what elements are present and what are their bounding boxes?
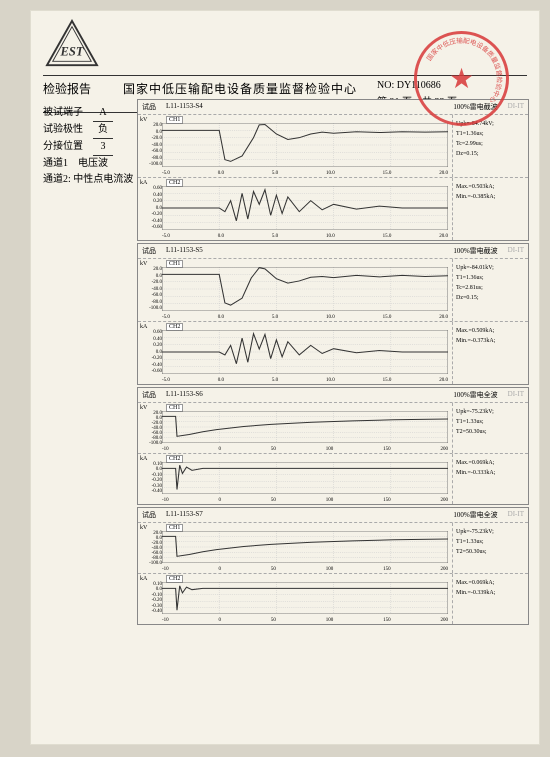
x-ticks: -5.00.05.010.015.020.0: [162, 378, 448, 383]
chart-block: 试品 L11-1153-S7 100%雷电全波 DI-IT kV CH1 20.…: [137, 507, 529, 625]
waveform-plot: [162, 330, 448, 374]
chart-row-ch2: kA CH2 0.600.400.200.0-0.20-0.40-0.60 -5…: [138, 178, 528, 240]
y-ticks: 0.100.0-0.10-0.20-0.30-0.40: [140, 462, 162, 494]
est-logo: EST: [43, 19, 101, 74]
terminal-value: A: [93, 105, 113, 122]
sample-label: 试品: [142, 246, 156, 256]
tag: DI-IT: [508, 246, 524, 256]
waveform-plot: [162, 411, 448, 443]
waveform-plot: [162, 267, 448, 311]
x-ticks: -10050100150200: [162, 618, 448, 623]
sample-id: L11-1153-S4: [166, 102, 203, 112]
waveform-plot: [162, 186, 448, 230]
wave-label: 100%雷电全波: [453, 510, 497, 520]
sample-id: L11-1153-S5: [166, 246, 203, 256]
chart-block: 试品 L11-1153-S5 100%雷电截波 DI-IT kV CH1 20.…: [137, 243, 529, 385]
tag: DI-IT: [508, 510, 524, 520]
info-box: Upk=-75.23kV;T1=1.33us;T2=50.30us;: [452, 403, 528, 453]
x-ticks: -10050100150200: [162, 567, 448, 572]
chart-row-ch1: kV CH1 20.00.0-20.0-40.0-60.0-80.0-100.0…: [138, 523, 528, 573]
x-ticks: -5.00.05.010.015.020.0: [162, 315, 448, 320]
ch2-desc: 通道2: 中性点电流波: [43, 172, 133, 188]
y-ticks: 0.100.0-0.10-0.20-0.30-0.40: [140, 582, 162, 614]
sample-label: 试品: [142, 102, 156, 112]
plot-area: kV CH1 20.00.0-20.0-40.0-60.0-80.0-100.0…: [138, 259, 452, 321]
wave-label: 100%雷电截波: [453, 246, 497, 256]
info-box: Upk=-75.23kV;T1=1.33us;T2=50.30us;: [452, 523, 528, 573]
y-ticks: 20.00.0-20.0-40.0-60.0-80.0-100.0: [140, 267, 162, 311]
tap-value: 3: [93, 139, 113, 156]
side-info: 被试端子A 试验极性负 分接位置3 通道1 电压波 通道2: 中性点电流波: [43, 105, 133, 188]
plot-area: kV CH1 20.00.0-20.0-40.0-60.0-80.0-100.0…: [138, 115, 452, 177]
sample-label: 试品: [142, 390, 156, 400]
y-ticks: 20.00.0-20.0-40.0-60.0-80.0-100.0: [140, 123, 162, 167]
info-box: Max.=0.069kA;Min.=-0.333kA;: [452, 454, 528, 504]
x-ticks: -10050100150200: [162, 498, 448, 503]
plot-area: kA CH2 0.600.400.200.0-0.20-0.40-0.60 -5…: [138, 322, 452, 384]
chart-row-ch1: kV CH1 20.00.0-20.0-40.0-60.0-80.0-100.0…: [138, 403, 528, 453]
plot-area: kV CH1 20.00.0-20.0-40.0-60.0-80.0-100.0…: [138, 403, 452, 453]
info-box: Max.=0.069kA;Min.=-0.339kA;: [452, 574, 528, 624]
plot-area: kA CH2 0.100.0-0.10-0.20-0.30-0.40 -1005…: [138, 454, 452, 504]
tag: DI-IT: [508, 102, 524, 112]
tap-label: 分接位置: [43, 139, 93, 156]
waveform-plot: [162, 531, 448, 563]
waveform-plot: [162, 582, 448, 614]
svg-text:国家中低压输配电设备质量监督检验中心: 国家中低压输配电设备质量监督检验中心: [425, 36, 504, 105]
plot-area: kV CH1 20.00.0-20.0-40.0-60.0-80.0-100.0…: [138, 523, 452, 573]
y-ticks: 20.00.0-20.0-40.0-60.0-80.0-100.0: [140, 411, 162, 443]
terminal-label: 被试端子: [43, 105, 93, 122]
chart-row-ch2: kA CH2 0.100.0-0.10-0.20-0.30-0.40 -1005…: [138, 454, 528, 504]
sample-id: L11-1153-S6: [166, 390, 203, 400]
y-ticks: 0.600.400.200.0-0.20-0.40-0.60: [140, 330, 162, 374]
x-ticks: -10050100150200: [162, 447, 448, 452]
chart-block: 试品 L11-1153-S6 100%雷电全波 DI-IT kV CH1 20.…: [137, 387, 529, 505]
plot-area: kA CH2 0.600.400.200.0-0.20-0.40-0.60 -5…: [138, 178, 452, 240]
x-ticks: -5.00.05.010.015.020.0: [162, 234, 448, 239]
chart-row-ch1: kV CH1 20.00.0-20.0-40.0-60.0-80.0-100.0…: [138, 259, 528, 321]
sample-label: 试品: [142, 510, 156, 520]
sample-id: L11-1153-S7: [166, 510, 203, 520]
chart-row-ch2: kA CH2 0.100.0-0.10-0.20-0.30-0.40 -1005…: [138, 574, 528, 624]
tag: DI-IT: [508, 390, 524, 400]
y-ticks: 20.00.0-20.0-40.0-60.0-80.0-100.0: [140, 531, 162, 563]
ch1-desc: 通道1 电压波: [43, 156, 133, 172]
chart-row-ch2: kA CH2 0.600.400.200.0-0.20-0.40-0.60 -5…: [138, 322, 528, 384]
charts-container: 试品 L11-1153-S4 100%雷电截波 DI-IT kV CH1 20.…: [137, 99, 529, 627]
report-label: 检验报告: [43, 80, 103, 108]
info-box: Max.=0.503kA;Min.=-0.385kA;: [452, 178, 528, 240]
block-header: 试品 L11-1153-S7 100%雷电全波 DI-IT: [138, 508, 528, 523]
polarity-value: 负: [93, 122, 113, 139]
plot-area: kA CH2 0.100.0-0.10-0.20-0.30-0.40 -1005…: [138, 574, 452, 624]
waveform-plot: [162, 462, 448, 494]
x-ticks: -5.00.05.010.015.020.0: [162, 171, 448, 176]
wave-label: 100%雷电全波: [453, 390, 497, 400]
info-box: Max.=0.509kA;Min.=-0.373kA;: [452, 322, 528, 384]
info-box: Upk=-84.01kV;T1=1.36us;Tc=2.81us;Dz=0.15…: [452, 259, 528, 321]
waveform-plot: [162, 123, 448, 167]
polarity-label: 试验极性: [43, 122, 93, 139]
page: EST ★ 国家中低压输配电设备质量监督检验中心 检验报告 国家中低压输配电设备…: [30, 10, 540, 745]
block-header: 试品 L11-1153-S6 100%雷电全波 DI-IT: [138, 388, 528, 403]
block-header: 试品 L11-1153-S5 100%雷电截波 DI-IT: [138, 244, 528, 259]
red-stamp: ★ 国家中低压输配电设备质量监督检验中心: [414, 31, 509, 126]
svg-text:EST: EST: [60, 45, 85, 59]
y-ticks: 0.600.400.200.0-0.20-0.40-0.60: [140, 186, 162, 230]
